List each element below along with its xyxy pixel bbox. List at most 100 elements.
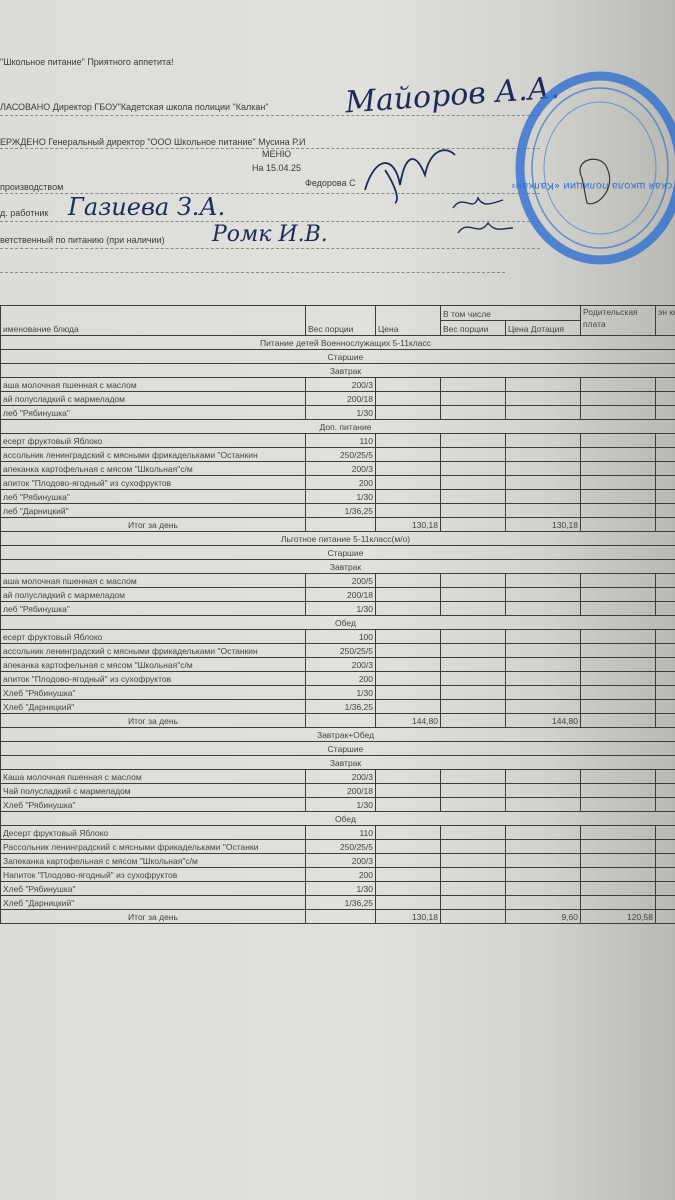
- total-inc-price: 9,60: [505, 909, 581, 924]
- empty-cell: [655, 503, 675, 518]
- meal-title: Завтрак: [0, 363, 675, 378]
- empty-cell: [655, 601, 675, 616]
- empty-cell: [580, 643, 656, 658]
- dish-weight: 1/36,25: [305, 895, 376, 910]
- empty-cell: [375, 461, 441, 476]
- empty-cell: [655, 839, 675, 854]
- empty-cell: [655, 447, 675, 462]
- empty-cell: [440, 573, 506, 588]
- empty-cell: [505, 769, 581, 784]
- table-row: ассольник ленинградский с мясными фрикад…: [0, 643, 675, 658]
- total-label: Итог за день: [0, 517, 306, 532]
- empty-cell: [305, 909, 376, 924]
- empty-cell: [440, 433, 506, 448]
- production-signature-icon: [364, 149, 456, 204]
- empty-cell: [440, 643, 506, 658]
- dish-weight: 200/3: [305, 853, 376, 868]
- empty-cell: [505, 587, 581, 602]
- meal-row: Обед: [0, 615, 675, 630]
- empty-cell: [655, 377, 675, 392]
- empty-cell: [375, 629, 441, 644]
- empty-cell: [580, 783, 656, 798]
- dish-name: аша молочная пшенная с маслом: [0, 573, 306, 588]
- meal-row: Обед: [0, 811, 675, 826]
- empty-cell: [580, 475, 656, 490]
- dish-weight: 1/36,25: [305, 503, 376, 518]
- empty-cell: [440, 699, 506, 714]
- empty-cell: [580, 461, 656, 476]
- empty-cell: [580, 391, 656, 406]
- empty-cell: [655, 685, 675, 700]
- divider: [0, 272, 505, 273]
- total-label: Итог за день: [0, 909, 306, 924]
- dish-name: Напиток "Плодово-ягодный" из сухофруктов: [0, 867, 306, 882]
- empty-cell: [655, 881, 675, 896]
- empty-cell: [375, 587, 441, 602]
- dish-name: апиток "Плодово-ягодный" из сухофруктов: [0, 671, 306, 686]
- dish-weight: 200: [305, 671, 376, 686]
- dish-name: Хлеб "Рябинушка": [0, 881, 306, 896]
- empty-cell: [655, 433, 675, 448]
- dish-weight: 100: [305, 629, 376, 644]
- empty-cell: [580, 699, 656, 714]
- divider: [0, 221, 540, 222]
- section-title-row: Завтрак+Обед: [0, 727, 675, 742]
- section-title-row: Льготное питание 5-11класс(м/о): [0, 531, 675, 546]
- menu-title: МЕНЮ: [262, 149, 292, 159]
- empty-cell: [375, 881, 441, 896]
- empty-cell: [375, 867, 441, 882]
- empty-cell: [505, 377, 581, 392]
- group-title: Старшие: [0, 349, 675, 364]
- empty-cell: [440, 853, 506, 868]
- table-row: Хлеб "Рябинушка" 1/30: [0, 685, 675, 700]
- empty-cell: [440, 769, 506, 784]
- empty-cell: [655, 643, 675, 658]
- empty-cell: [440, 797, 506, 812]
- meal-row: Доп. питание: [0, 419, 675, 434]
- dish-name: леб "Рябинушка": [0, 601, 306, 616]
- meal-title: Обед: [0, 811, 675, 826]
- empty-cell: [505, 391, 581, 406]
- empty-cell: [440, 601, 506, 616]
- empty-cell: [505, 685, 581, 700]
- table-row: Каша молочная пшенная с маслом 200/3: [0, 769, 675, 784]
- dish-name: апеканка картофельная с мясом "Школьная"…: [0, 657, 306, 672]
- empty-cell: [440, 839, 506, 854]
- empty-cell: [505, 447, 581, 462]
- dish-weight: 200/18: [305, 783, 376, 798]
- menu-table-wrapper: именование блюда Вес порции Цена В том ч…: [0, 305, 675, 925]
- empty-cell: [580, 853, 656, 868]
- empty-cell: [375, 699, 441, 714]
- meal-row: Завтрак: [0, 755, 675, 770]
- dish-name: Каша молочная пшенная с маслом: [0, 769, 306, 784]
- dish-name: Запеканка картофельная с мясом "Школьная…: [0, 853, 306, 868]
- empty-cell: [580, 839, 656, 854]
- table-row: Хлеб "Дарницкий" 1/36,25: [0, 895, 675, 910]
- empty-cell: [440, 825, 506, 840]
- dish-name: апеканка картофельная с мясом "Школьная"…: [0, 461, 306, 476]
- col-energy-header: эн кка: [655, 305, 675, 336]
- empty-cell: [375, 475, 441, 490]
- dish-weight: 200/3: [305, 769, 376, 784]
- empty-cell: [375, 853, 441, 868]
- empty-cell: [440, 489, 506, 504]
- empty-cell: [375, 797, 441, 812]
- production-name: Федорова С: [305, 178, 356, 188]
- empty-cell: [505, 405, 581, 420]
- total-price: 130,18: [375, 517, 441, 532]
- table-row: апеканка картофельная с мясом "Школьная"…: [0, 657, 675, 672]
- empty-cell: [305, 517, 376, 532]
- dish-name: есерт фруктовый Яблоко: [0, 629, 306, 644]
- empty-cell: [375, 671, 441, 686]
- empty-cell: [580, 447, 656, 462]
- divider: [0, 115, 540, 116]
- section-title-row: Питание детей Военнослужащих 5-11класс: [0, 335, 675, 350]
- empty-cell: [375, 839, 441, 854]
- table-row: апиток "Плодово-ягодный" из сухофруктов 2…: [0, 671, 675, 686]
- empty-cell: [655, 587, 675, 602]
- col-inc-weight-header: Вес порции: [440, 320, 506, 336]
- empty-cell: [580, 685, 656, 700]
- empty-cell: [440, 503, 506, 518]
- total-row: Итог за день 130,18 130,18: [0, 517, 675, 532]
- empty-cell: [505, 797, 581, 812]
